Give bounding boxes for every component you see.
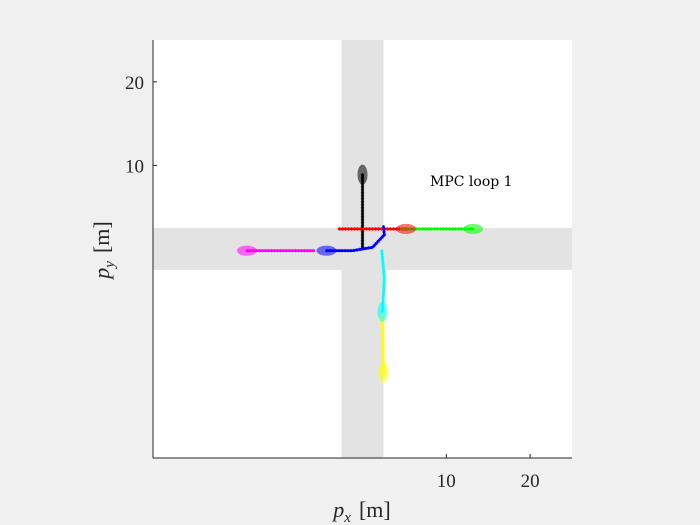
y-axis-sub: y bbox=[102, 261, 118, 270]
y-axis-var: p bbox=[89, 268, 114, 281]
vehicle-marker-5 bbox=[316, 245, 337, 256]
tick-layer: 10 20 10 20 bbox=[125, 73, 540, 492]
vehicle-marker-6 bbox=[377, 301, 388, 322]
y-tick-label: 10 bbox=[125, 156, 144, 177]
annotation-text: MPC loop 1 bbox=[430, 174, 513, 190]
x-axis-var: p bbox=[331, 497, 344, 522]
axes bbox=[152, 40, 572, 459]
x-tick-label: 20 bbox=[521, 471, 540, 492]
marker-layer bbox=[236, 164, 484, 383]
vehicle-marker-1 bbox=[357, 164, 368, 185]
vehicle-marker-2 bbox=[396, 223, 417, 234]
vehicle-marker-3 bbox=[463, 223, 484, 234]
trajectory-samples-6 bbox=[380, 250, 387, 312]
x-axis-label: px [m] bbox=[331, 497, 390, 525]
y-axis-unit: [m] bbox=[89, 221, 114, 253]
vehicle-marker-7 bbox=[378, 362, 389, 383]
x-tick-label: 10 bbox=[437, 471, 456, 492]
x-axis-unit: [m] bbox=[359, 497, 391, 522]
y-axis-label: py [m] bbox=[89, 221, 118, 280]
y-tick-label: 20 bbox=[125, 73, 144, 94]
trajectory-samples-5 bbox=[326, 226, 387, 253]
x-axis-sub: x bbox=[343, 510, 351, 525]
vehicle-marker-4 bbox=[236, 245, 257, 256]
